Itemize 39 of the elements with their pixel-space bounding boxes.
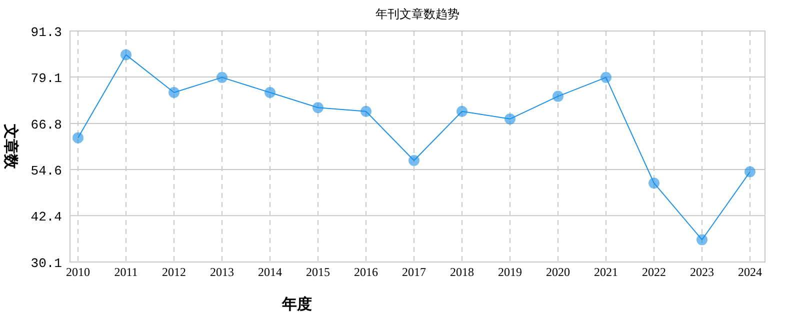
- point: [120, 49, 132, 60]
- x-tick-label: 2016: [354, 265, 378, 279]
- y-tick-label: 91.3: [30, 25, 62, 40]
- x-tick-label: 2018: [450, 265, 474, 279]
- point: [168, 87, 180, 98]
- y-tick-label: 79.1: [30, 71, 62, 86]
- point: [552, 90, 564, 102]
- x-tick-label: 2012: [162, 265, 186, 279]
- point: [744, 166, 756, 178]
- y-tick-label: 54.6: [30, 164, 62, 179]
- point: [600, 72, 612, 83]
- x-tick-label: 2023: [690, 265, 714, 279]
- x-tick-label: 2010: [66, 265, 90, 279]
- x-tick-label: 2013: [210, 265, 234, 279]
- point: [72, 132, 84, 144]
- x-tick-label: 2021: [594, 265, 618, 279]
- x-tick-label: 2014: [258, 265, 282, 279]
- y-tick-label: 42.4: [30, 210, 62, 225]
- y-tick-label: 30.1: [30, 256, 62, 271]
- x-tick-label: 2020: [546, 265, 570, 279]
- point: [216, 72, 228, 83]
- x-tick-label: 2015: [306, 265, 330, 279]
- point: [504, 113, 516, 124]
- point: [696, 234, 708, 246]
- x-tick-label: 2022: [642, 265, 666, 279]
- y-tick-label: 66.8: [30, 117, 62, 132]
- x-axis-title: 年度: [281, 295, 312, 313]
- point: [360, 106, 372, 117]
- x-tick-label: 2024: [738, 265, 762, 279]
- point: [456, 106, 468, 117]
- point: [648, 178, 660, 189]
- x-tick-label: 2019: [498, 265, 522, 279]
- point: [312, 102, 324, 114]
- chart-title: 年刊文章数趋势: [376, 7, 460, 21]
- point: [408, 154, 420, 166]
- point: [264, 87, 276, 98]
- x-tick-label: 2011: [114, 265, 138, 279]
- y-axis-title: 文章数: [2, 123, 20, 170]
- x-tick-label: 2017: [402, 265, 426, 279]
